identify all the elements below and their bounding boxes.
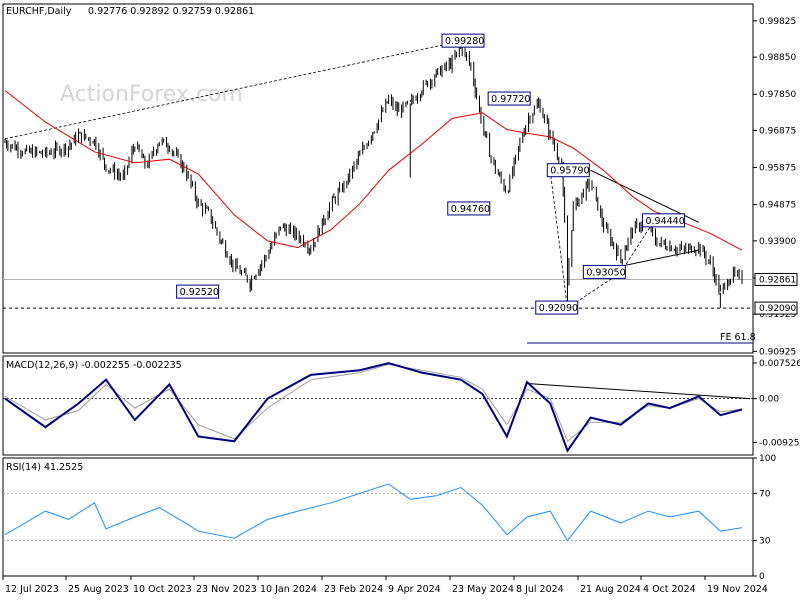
level-label: 0.99280 <box>445 36 484 47</box>
x-tick-label: 12 Jul 2023 <box>5 584 59 595</box>
rsi-panel-frame <box>2 457 754 577</box>
macd-trendline <box>527 382 751 400</box>
price-panel-header-ohlc: 0.92776 0.92892 0.92759 0.92861 <box>88 6 254 17</box>
x-tick-label: 23 Nov 2023 <box>196 584 257 595</box>
x-tick-label: 4 Oct 2024 <box>643 584 696 595</box>
rsi-y-tick-label: 70 <box>759 489 771 499</box>
fe-label: FE 61.8 <box>720 332 756 343</box>
level-label: 0.92520 <box>180 287 219 298</box>
x-tick-label: 19 Nov 2024 <box>707 584 768 595</box>
macd-y-tick-label: 0.007526 <box>759 359 800 369</box>
x-tick-label: 9 Apr 2024 <box>388 584 441 595</box>
rsi-panel-title: RSI(14) 41.2525 <box>6 462 83 473</box>
x-tick-label: 25 Aug 2023 <box>68 584 129 595</box>
level-label: 0.95790 <box>550 166 589 177</box>
level-label-box <box>441 33 485 48</box>
x-tick-label: 10 Oct 2023 <box>133 584 192 595</box>
x-tick-label: 23 May 2024 <box>452 584 514 595</box>
y-tick-label: 0.90925 <box>759 347 796 357</box>
x-tick-label: 21 Aug 2024 <box>580 584 641 595</box>
y-tick-label: 0.98850 <box>759 53 796 63</box>
price-panel-header-symbol: EURCHF,Daily <box>6 6 72 17</box>
macd-y-tick-label: 0.00 <box>759 395 779 405</box>
swing-dash-3 <box>620 220 655 273</box>
y-tick-label: 0.91925 <box>759 310 796 320</box>
rsi-y-tick-label: 0 <box>759 572 765 582</box>
level-label-box <box>546 163 590 178</box>
x-tick-label: 23 Feb 2024 <box>324 584 383 595</box>
level-label: 0.92090 <box>539 303 578 314</box>
x-tick-label: 8 Jul 2024 <box>516 584 564 595</box>
long-trendline <box>4 40 461 140</box>
right-price-label: 0.92090 <box>759 304 796 314</box>
x-tick-label: 10 Jan 2024 <box>260 584 317 595</box>
swing-dash-1 <box>549 170 568 309</box>
level-label: 0.94440 <box>645 216 684 227</box>
y-tick-label: 0.93900 <box>759 237 796 247</box>
right-price-label: 0.92861 <box>759 275 796 285</box>
level-label: 0.94760 <box>451 204 490 215</box>
level-label: 0.97720 <box>491 94 530 105</box>
level-label-box <box>487 91 531 106</box>
level-label-box <box>176 284 220 299</box>
y-tick-label: 0.95875 <box>759 164 796 174</box>
y-tick-label: 0.97850 <box>759 90 796 100</box>
level-label: 0.93050 <box>586 267 625 278</box>
level-label-box <box>535 300 579 315</box>
y-tick-label: 0.99825 <box>759 17 796 27</box>
macd-panel-frame <box>2 355 754 456</box>
macd-signal-line <box>4 363 743 443</box>
macd-line <box>4 362 743 453</box>
right-price-box <box>754 272 798 286</box>
price-panel-frame <box>2 3 754 354</box>
watermark: ActionForex.com <box>60 82 243 107</box>
macd-y-tick-label: -0.009252 <box>759 438 800 448</box>
rsi-y-tick-label: 100 <box>759 454 776 464</box>
rsi-y-tick-label: 30 <box>759 537 771 547</box>
macd-panel-title: MACD(12,26,9) -0.002255 -0.002235 <box>6 360 182 371</box>
level-label-box <box>641 213 685 228</box>
y-tick-label: 0.94875 <box>759 201 796 211</box>
moving-average-line <box>4 90 743 251</box>
right-price-box <box>754 301 798 315</box>
level-label-box <box>582 264 626 279</box>
y-tick-label: 0.96875 <box>759 126 796 136</box>
level-label-box <box>447 201 491 216</box>
rsi-line <box>4 483 743 542</box>
